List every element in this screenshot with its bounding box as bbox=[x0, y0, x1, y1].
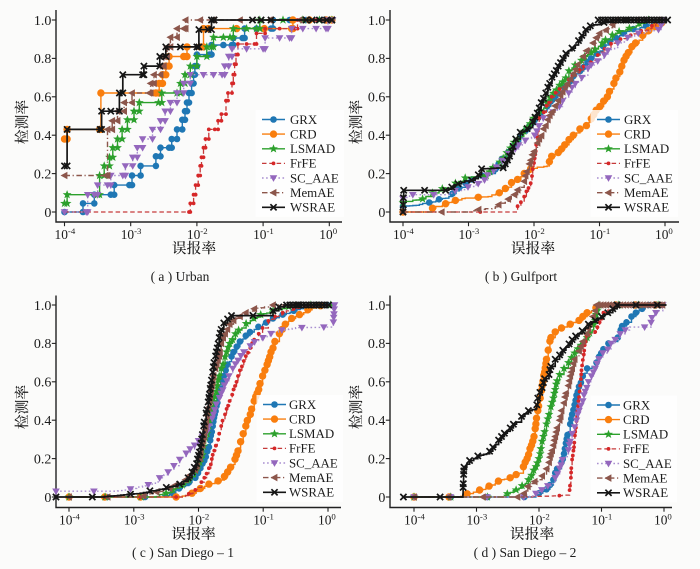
svg-text:0.2: 0.2 bbox=[34, 452, 52, 467]
svg-text:( c ) San Diego – 1: ( c ) San Diego – 1 bbox=[132, 545, 234, 560]
svg-text:GRX: GRX bbox=[289, 398, 317, 412]
svg-text:0: 0 bbox=[44, 491, 51, 506]
svg-text:LSMAD: LSMAD bbox=[290, 142, 335, 156]
svg-text:0.6: 0.6 bbox=[368, 376, 386, 391]
svg-text:1.0: 1.0 bbox=[368, 299, 386, 314]
svg-text:WSRAE: WSRAE bbox=[623, 486, 668, 500]
svg-text:LSMAD: LSMAD bbox=[623, 428, 668, 442]
svg-text:1.0: 1.0 bbox=[34, 299, 52, 314]
svg-text:GRX: GRX bbox=[624, 113, 652, 127]
svg-text:0.8: 0.8 bbox=[34, 337, 52, 352]
svg-text:0.4: 0.4 bbox=[368, 414, 386, 429]
svg-text:MemAE: MemAE bbox=[623, 471, 668, 485]
svg-text:WSRAE: WSRAE bbox=[289, 486, 334, 500]
svg-text:CRD: CRD bbox=[623, 413, 650, 427]
svg-text:0.8: 0.8 bbox=[368, 52, 386, 67]
svg-text:1.0: 1.0 bbox=[34, 14, 52, 29]
svg-text:0: 0 bbox=[378, 206, 385, 221]
svg-text:SC_AAE: SC_AAE bbox=[624, 171, 673, 185]
svg-text:0.6: 0.6 bbox=[34, 91, 52, 106]
svg-text:FrFE: FrFE bbox=[290, 157, 317, 171]
svg-text:0.4: 0.4 bbox=[34, 129, 52, 144]
svg-text:WSRAE: WSRAE bbox=[624, 201, 669, 215]
svg-text:MemAE: MemAE bbox=[624, 186, 669, 200]
svg-text:( d ) San Diego – 2: ( d ) San Diego – 2 bbox=[474, 545, 577, 560]
svg-text:CRD: CRD bbox=[289, 412, 316, 426]
svg-text:FrFE: FrFE bbox=[623, 442, 650, 456]
svg-text:GRX: GRX bbox=[290, 113, 318, 127]
svg-text:0.2: 0.2 bbox=[34, 167, 52, 182]
svg-text:( b ) Gulfport: ( b ) Gulfport bbox=[485, 269, 558, 284]
svg-text:MemAE: MemAE bbox=[289, 471, 334, 485]
svg-text:0: 0 bbox=[44, 206, 51, 221]
svg-text:FrFE: FrFE bbox=[289, 442, 316, 456]
svg-text:CRD: CRD bbox=[624, 127, 651, 141]
svg-text:( a ) Urban: ( a ) Urban bbox=[151, 269, 210, 284]
svg-text:MemAE: MemAE bbox=[290, 186, 335, 200]
svg-text:CRD: CRD bbox=[290, 127, 317, 141]
svg-text:LSMAD: LSMAD bbox=[624, 142, 669, 156]
svg-text:0.4: 0.4 bbox=[368, 129, 386, 144]
svg-text:0.8: 0.8 bbox=[368, 337, 386, 352]
svg-text:FrFE: FrFE bbox=[624, 157, 651, 171]
svg-text:WSRAE: WSRAE bbox=[290, 201, 335, 215]
svg-text:0.4: 0.4 bbox=[34, 414, 52, 429]
svg-text:LSMAD: LSMAD bbox=[289, 427, 334, 441]
svg-text:0.2: 0.2 bbox=[368, 452, 386, 467]
svg-text:SC_AAE: SC_AAE bbox=[289, 456, 338, 470]
svg-text:0.8: 0.8 bbox=[34, 52, 52, 67]
svg-text:0.6: 0.6 bbox=[34, 376, 52, 391]
svg-text:0.2: 0.2 bbox=[368, 167, 386, 182]
svg-text:1.0: 1.0 bbox=[368, 14, 386, 29]
svg-text:0: 0 bbox=[378, 491, 385, 506]
svg-text:0.6: 0.6 bbox=[368, 91, 386, 106]
svg-text:SC_AAE: SC_AAE bbox=[290, 171, 339, 185]
svg-text:SC_AAE: SC_AAE bbox=[623, 457, 672, 471]
svg-text:GRX: GRX bbox=[623, 398, 651, 412]
